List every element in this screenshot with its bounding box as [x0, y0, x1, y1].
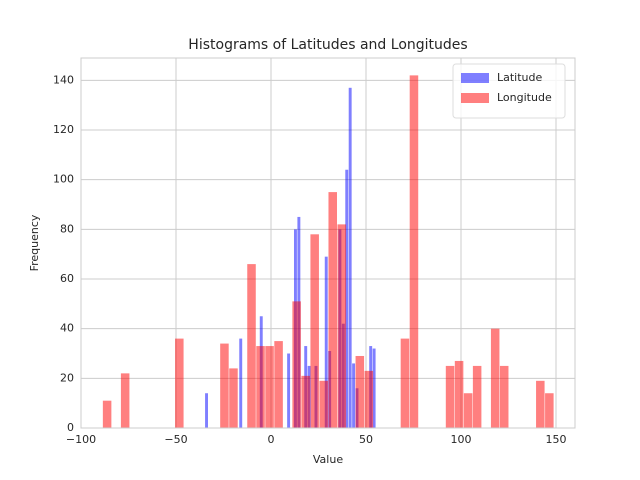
bar: [102, 400, 112, 428]
bar: [536, 380, 545, 428]
bar: [239, 338, 243, 428]
x-tick-label: −100: [66, 433, 96, 446]
x-tick-label: 50: [359, 433, 373, 446]
bar: [175, 338, 184, 428]
legend-label: Latitude: [497, 71, 543, 84]
bar: [247, 264, 256, 428]
bar: [292, 301, 301, 428]
y-tick-label: 140: [53, 73, 74, 86]
bar: [220, 343, 229, 428]
y-tick-label: 20: [60, 371, 74, 384]
bar: [319, 380, 328, 428]
bar: [229, 368, 238, 428]
bar: [364, 370, 374, 428]
x-tick-label: −50: [164, 433, 187, 446]
y-tick-label: 100: [53, 173, 74, 186]
bar: [355, 355, 365, 428]
y-tick-label: 0: [67, 421, 74, 434]
legend-label: Longitude: [497, 91, 552, 104]
bar: [337, 224, 347, 428]
x-axis-label: Value: [313, 453, 343, 466]
bar: [545, 393, 554, 428]
bar: [409, 75, 419, 428]
y-tick-label: 80: [60, 222, 74, 235]
bar: [463, 393, 473, 428]
legend-swatch: [461, 93, 489, 103]
bar: [400, 338, 410, 428]
bar: [265, 346, 274, 428]
bar: [205, 393, 208, 428]
chart-title: Histograms of Latitudes and Longitudes: [188, 37, 467, 53]
bar: [490, 328, 500, 428]
bar: [472, 365, 482, 428]
y-axis-label: Frequency: [28, 214, 41, 271]
bar: [120, 373, 130, 428]
legend-swatch: [461, 73, 489, 83]
axes-frame: [80, 57, 576, 429]
bar: [352, 363, 356, 428]
bar: [345, 169, 349, 428]
bar: [274, 341, 283, 428]
bar: [328, 192, 337, 428]
x-tick-label: 0: [268, 433, 275, 446]
bar: [445, 365, 455, 428]
x-tick-label: 150: [546, 433, 567, 446]
bar: [348, 87, 352, 429]
bar: [499, 365, 509, 428]
y-tick-label: 40: [60, 322, 74, 335]
bar: [287, 353, 291, 428]
x-tick-label: 100: [451, 433, 472, 446]
bar: [372, 348, 376, 428]
y-tick-label: 120: [53, 123, 74, 136]
bar: [324, 256, 328, 428]
bar: [256, 346, 265, 428]
bar: [310, 234, 319, 428]
bar: [301, 375, 310, 428]
y-tick-label: 60: [60, 272, 74, 285]
bar: [454, 360, 464, 428]
